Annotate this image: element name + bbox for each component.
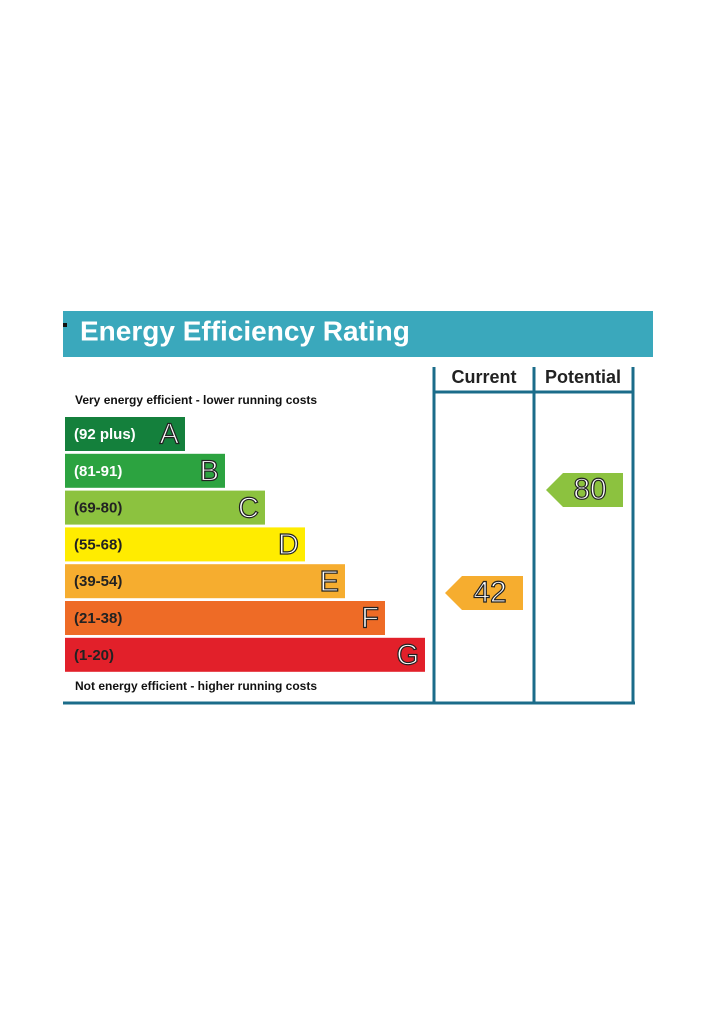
- band-letter: A: [160, 419, 180, 451]
- band-bar: [65, 490, 265, 525]
- title: Energy Efficiency Rating: [80, 315, 410, 346]
- column-header: Current: [451, 367, 516, 387]
- column-header: Potential: [545, 367, 621, 387]
- band-bar: [65, 564, 345, 599]
- band-range: (1-20): [74, 647, 114, 664]
- bands: (92 plus) A (81-91) B (69-80) C (55-68) D (39-54…: [65, 417, 425, 672]
- band-range: (69-80): [74, 500, 122, 517]
- title-marker: [63, 323, 67, 327]
- bottom-note: Not energy efficient - higher running co…: [75, 679, 317, 693]
- band-letter: C: [238, 492, 259, 524]
- band-bar: [65, 637, 425, 672]
- band-letter: F: [361, 603, 379, 635]
- title-bar: [63, 311, 653, 357]
- band-range: (81-91): [74, 463, 122, 480]
- band-letter: E: [320, 566, 339, 598]
- band-range: (39-54): [74, 573, 122, 590]
- top-note: Very energy efficient - lower running co…: [75, 393, 317, 407]
- band-bar: [65, 601, 385, 635]
- band-letter: B: [200, 455, 219, 487]
- current-arrow: [445, 576, 523, 610]
- band-letter: G: [396, 639, 419, 671]
- band-letter: D: [278, 529, 299, 561]
- band-bar: [65, 527, 305, 562]
- band-range: (21-38): [74, 610, 122, 627]
- current-value: 42: [473, 576, 506, 609]
- band-bar: [65, 417, 185, 451]
- potential-arrow: [546, 473, 623, 507]
- band-bar: [65, 453, 225, 488]
- band-range: (92 plus): [74, 426, 136, 443]
- potential-value: 80: [573, 473, 606, 506]
- band-range: (55-68): [74, 536, 122, 553]
